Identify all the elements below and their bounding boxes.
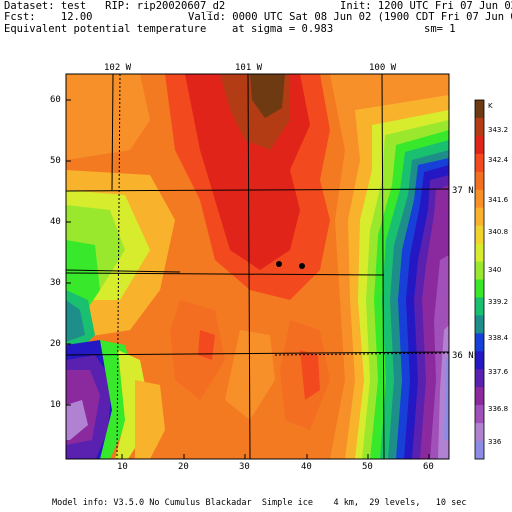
y-tick-label: 20 (50, 339, 61, 349)
colorbar-tick: 340.8 (488, 228, 509, 236)
forecast-hour-label: Fcst: 12.00 (4, 11, 93, 23)
valid-time-label: Valid: 0000 UTC Sat 08 Jun 02 (1900 CDT … (188, 11, 512, 23)
theta-e-field (66, 74, 449, 459)
latitude-label: 37 N (452, 186, 474, 196)
plot-frame (65, 73, 450, 460)
colorbar-swatch (475, 351, 484, 370)
colorbar-tick: 341.6 (488, 196, 509, 204)
axis-ticks (66, 99, 430, 459)
colorbar-tick: 339.2 (488, 298, 509, 306)
x-tick-label: 30 (239, 462, 250, 472)
colorbar-swatch (475, 333, 484, 352)
field-name-label: Equivalent potential temperature (4, 23, 207, 35)
dataset-label: Dataset: test RIP: rip20020607_d2 (4, 0, 226, 12)
sigma-level-label: at sigma = 0.983 (232, 23, 334, 35)
colorbar-tick: 340 (488, 266, 502, 274)
colorbar-swatch (475, 100, 484, 119)
longitude-label: 102 W (104, 63, 132, 73)
y-tick-label: 40 (50, 217, 61, 227)
colorbar-swatch (475, 441, 484, 460)
county-boundaries (66, 74, 449, 459)
colorbar-tick: 336.8 (488, 405, 509, 413)
longitude-label: 100 W (369, 63, 397, 73)
colorbar-swatch (475, 315, 484, 334)
x-tick-label: 10 (117, 462, 128, 472)
colorbar-swatch (475, 279, 484, 298)
x-tick-label: 50 (362, 462, 373, 472)
x-tick-label: 40 (301, 462, 312, 472)
colorbar-swatch (475, 369, 484, 388)
longitude-label: 101 W (235, 63, 263, 73)
latitude-label: 36 N (452, 351, 474, 361)
colorbar-tick: 342.4 (488, 156, 509, 164)
colorbar (475, 100, 484, 460)
colorbar-tick: 336 (488, 438, 502, 446)
smoothing-label: sm= 1 (424, 23, 456, 35)
colorbar-swatch (475, 387, 484, 406)
x-tick-label: 20 (178, 462, 189, 472)
colorbar-tick: 343.2 (488, 126, 509, 134)
colorbar-unit: K (488, 102, 493, 110)
y-tick-label: 10 (50, 400, 61, 410)
colorbar-swatch (475, 153, 484, 173)
x-tick-label: 60 (423, 462, 434, 472)
station-marker (276, 261, 282, 267)
colorbar-tick: 338.4 (488, 334, 509, 342)
y-tick-label: 30 (50, 278, 61, 288)
colorbar-swatch (475, 225, 484, 245)
model-info-footer: Model info: V3.5.0 No Cumulus Blackadar … (52, 498, 467, 508)
colorbar-tick: 337.6 (488, 368, 509, 376)
colorbar-swatch (475, 171, 484, 191)
colorbar-swatch (475, 189, 484, 209)
colorbar-swatch (475, 117, 484, 137)
y-tick-label: 50 (50, 156, 61, 166)
colorbar-frame (474, 99, 485, 460)
colorbar-swatch (475, 261, 484, 280)
colorbar-swatch (475, 405, 484, 424)
colorbar-swatch (475, 135, 484, 155)
colorbar-swatch (475, 207, 484, 227)
y-tick-label: 60 (50, 95, 61, 105)
colorbar-swatch (475, 297, 484, 316)
colorbar-swatch (475, 423, 484, 442)
station-marker (299, 263, 305, 269)
init-time-label: Init: 1200 UTC Fri 07 Jun 02 (340, 0, 512, 12)
colorbar-swatch (475, 243, 484, 263)
